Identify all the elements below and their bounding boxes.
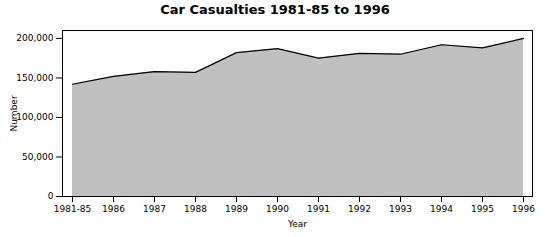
svg-text:150,000: 150,000 bbox=[16, 73, 53, 83]
svg-text:1986: 1986 bbox=[102, 204, 125, 214]
svg-text:1981-85: 1981-85 bbox=[54, 204, 92, 214]
svg-text:1992: 1992 bbox=[348, 204, 371, 214]
svg-text:100,000: 100,000 bbox=[16, 112, 53, 122]
html-text:Car Casualties 1981-85 to 1996: Car Casualties 1981-85 to 1996 bbox=[160, 2, 390, 17]
svg-text:1995: 1995 bbox=[471, 204, 494, 214]
svg-text:50,000: 50,000 bbox=[22, 152, 54, 162]
svg-text:1991: 1991 bbox=[307, 204, 330, 214]
svg-text:Number: Number bbox=[9, 95, 19, 131]
svg-text:1993: 1993 bbox=[389, 204, 412, 214]
svg-text:200,000: 200,000 bbox=[16, 33, 53, 43]
svg-text:1990: 1990 bbox=[266, 204, 289, 214]
svg-text:1996: 1996 bbox=[512, 204, 535, 214]
svg-text:1987: 1987 bbox=[143, 204, 166, 214]
svg-text:1988: 1988 bbox=[184, 204, 207, 214]
svg-text:1994: 1994 bbox=[430, 204, 453, 214]
svg-text:Year: Year bbox=[287, 219, 307, 229]
svg-text:1989: 1989 bbox=[225, 204, 248, 214]
svg-text:0: 0 bbox=[48, 191, 54, 201]
